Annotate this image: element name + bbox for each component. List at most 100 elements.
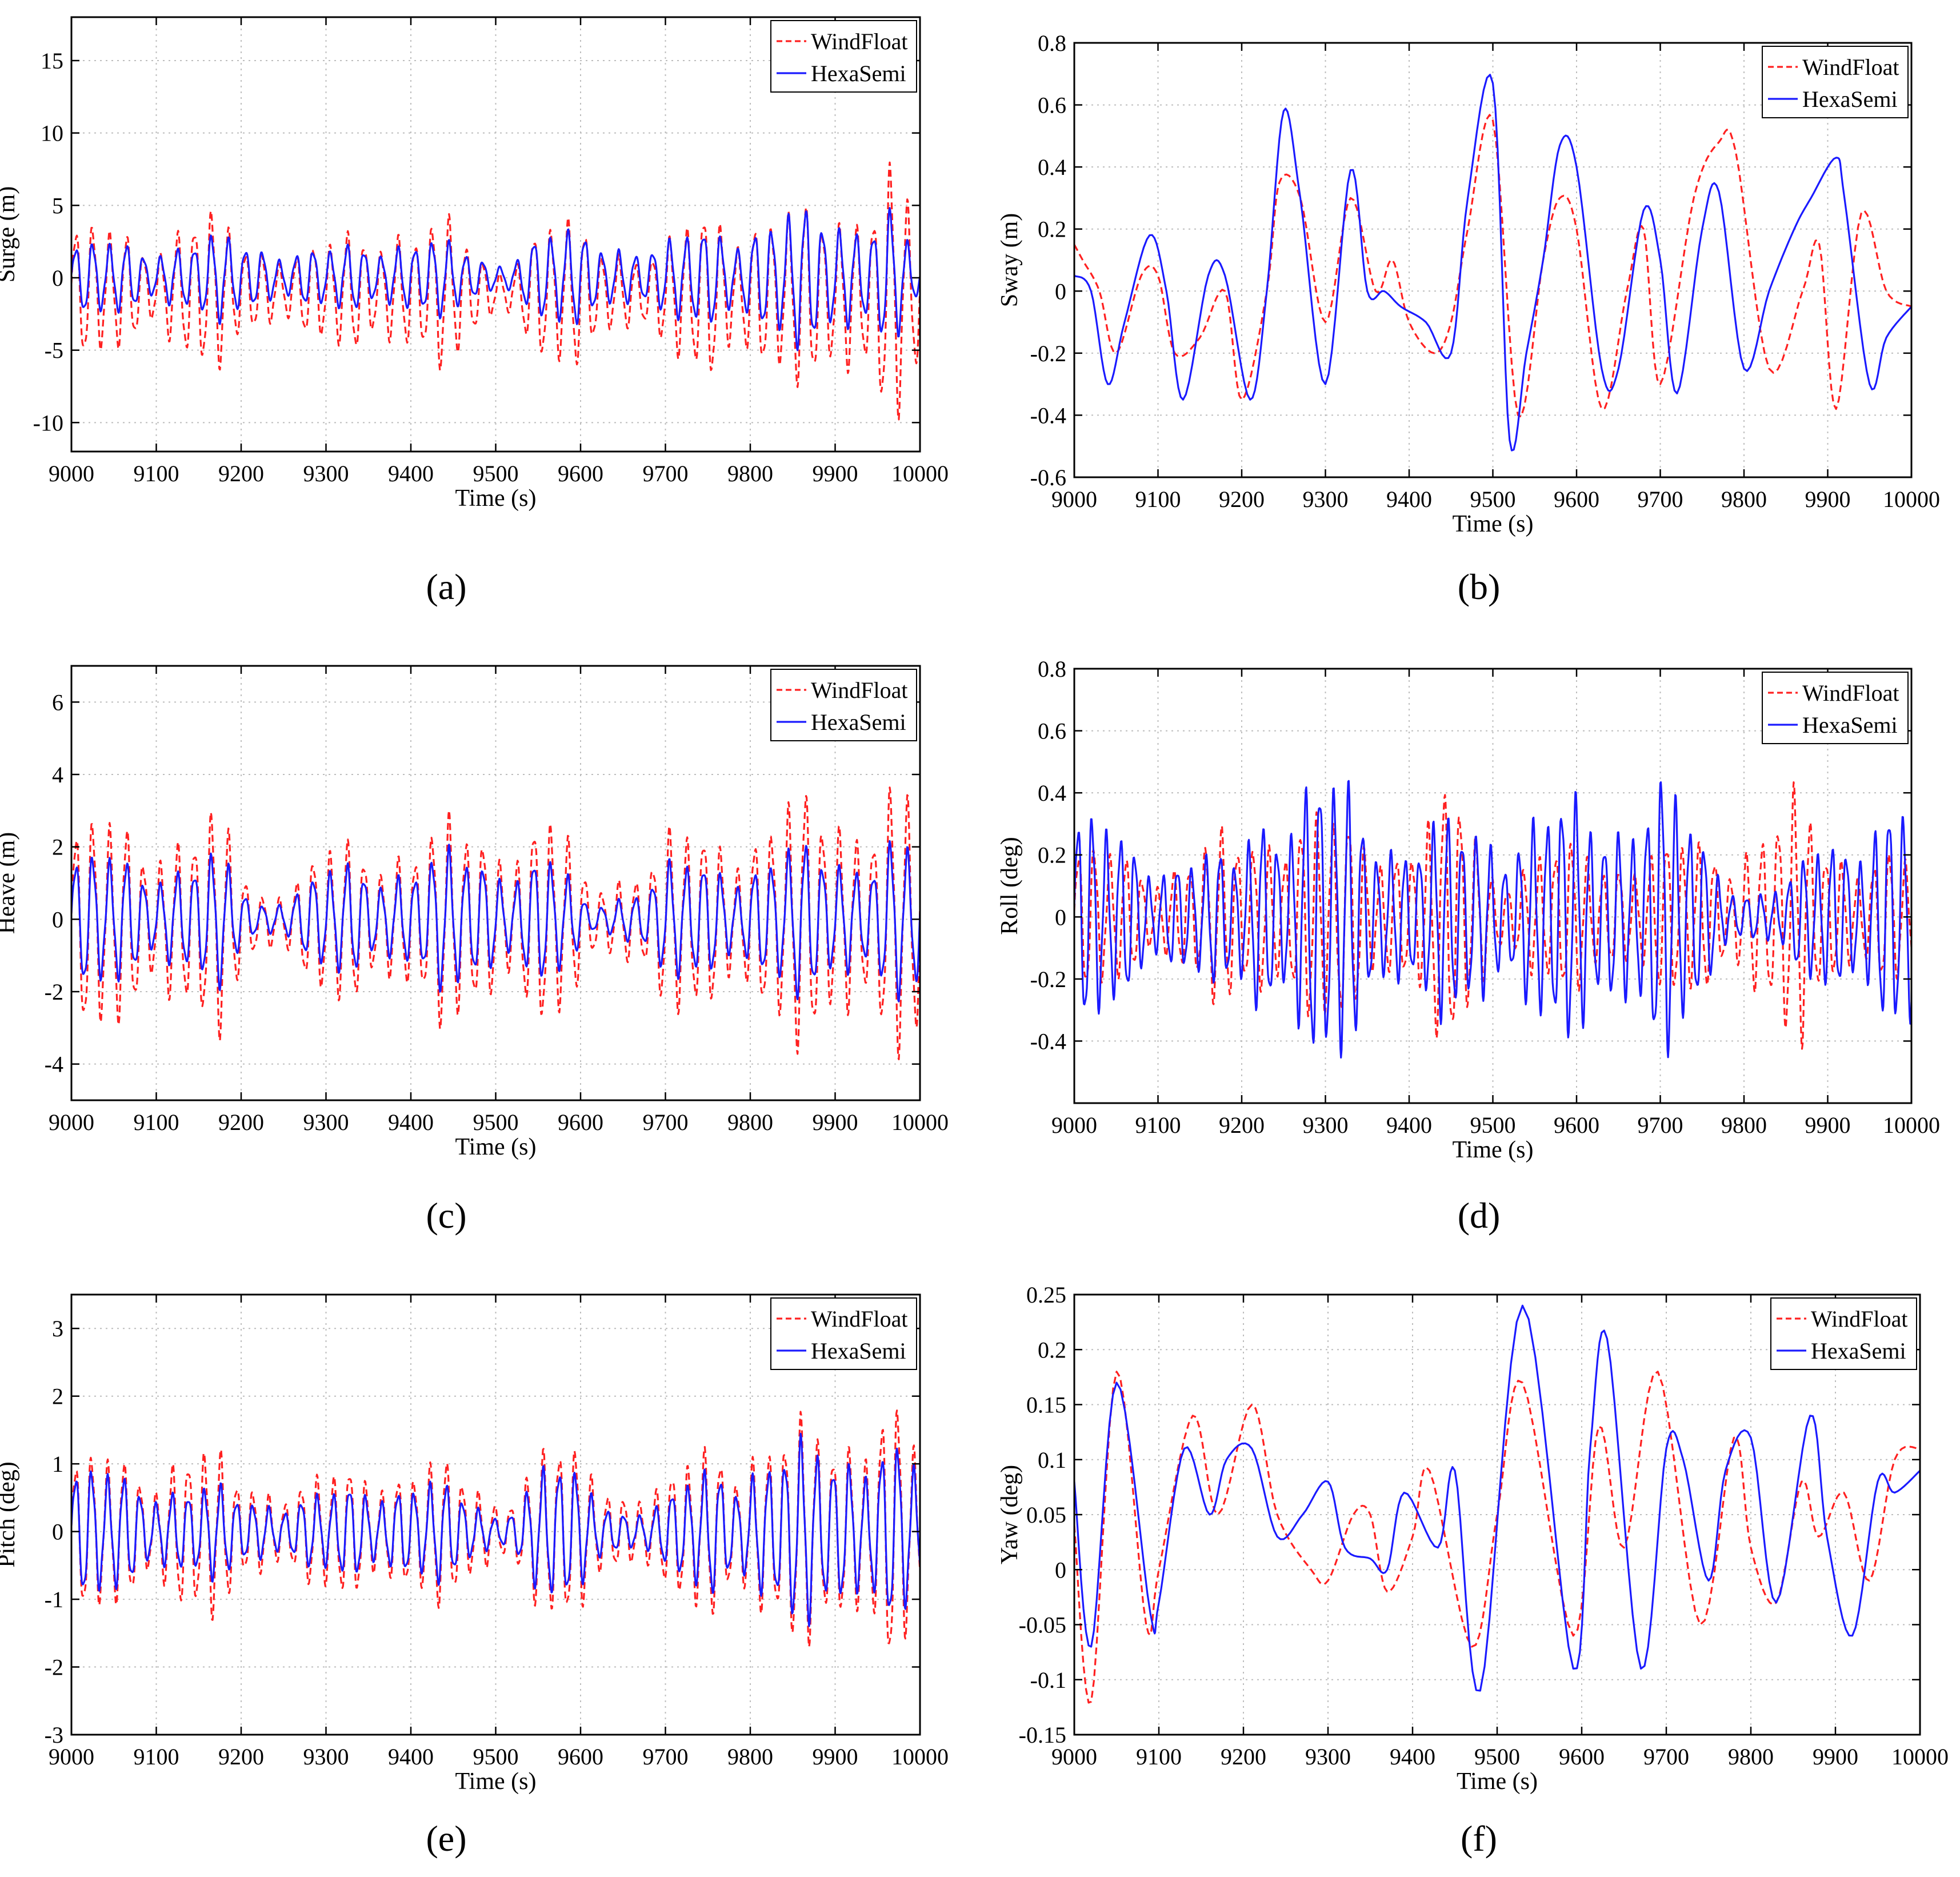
y-axis-label: Pitch (deg) (0, 1461, 20, 1567)
x-tick-label: 10000 (1883, 486, 1940, 512)
x-tick-label: 9200 (218, 1109, 264, 1135)
x-tick-label: 9700 (643, 1744, 689, 1770)
x-tick-label: 9800 (1728, 1744, 1774, 1770)
y-tick-label: -0.4 (1030, 402, 1066, 428)
x-tick-label: 9000 (1051, 1744, 1097, 1770)
x-tick-label: 9500 (473, 461, 519, 486)
chart-b: 9000 9100 9200 9300 9400 9500 9600 9700 9800 9900… (997, 30, 1940, 537)
y-tick-label: 15 (41, 48, 63, 74)
x-tick-label: 9400 (388, 461, 434, 486)
x-tick-label: 9300 (1303, 1112, 1349, 1138)
x-tick-label: 9900 (1805, 486, 1851, 512)
y-tick-label: 0.2 (1038, 1337, 1066, 1363)
legend-label-windfloat: WindFloat (1802, 54, 1899, 80)
panel-label-c: (c) (426, 1195, 467, 1236)
chart-a: 9000 9100 9200 9300 9400 9500 9600 9700 9800 9900… (0, 16, 949, 512)
panel-label-e: (e) (426, 1818, 467, 1859)
x-tick-label: 9200 (1219, 486, 1265, 512)
y-axis-label: Heave (m) (0, 832, 20, 934)
series-windfloat-b (1074, 114, 1911, 418)
y-tick-label: 5 (52, 193, 63, 218)
y-tick-label: 0.15 (1026, 1392, 1066, 1418)
chart-c: 9000 9100 9200 9300 9400 9500 9600 9700 9800 9900… (0, 665, 949, 1160)
y-axis-label: Surge (m) (0, 186, 20, 282)
y-tick-label: 0.6 (1038, 718, 1066, 744)
x-tick-label: 9100 (1135, 486, 1181, 512)
panel-label-b: (b) (1457, 566, 1501, 607)
y-tick-label: -0.15 (1019, 1722, 1066, 1748)
legend-label-hexasemi: HexaSemi (1802, 86, 1898, 112)
y-tick-label: -0.05 (1019, 1612, 1066, 1638)
x-tick-label: 9500 (1474, 1744, 1520, 1770)
x-tick-label: 9500 (1470, 1112, 1516, 1138)
panel-label-d: (d) (1457, 1195, 1501, 1236)
y-tick-label: 0 (1055, 1557, 1066, 1583)
x-tick-label: 9800 (727, 461, 773, 486)
legend: WindFloat HexaSemi (770, 20, 917, 93)
x-tick-label: 9600 (558, 1744, 603, 1770)
legend-label-hexasemi: HexaSemi (1802, 712, 1898, 738)
x-tick-label: 9700 (643, 1109, 689, 1135)
y-tick-label: 2 (52, 834, 63, 860)
y-tick-label: -3 (45, 1722, 63, 1748)
x-tick-label: 9100 (1135, 1112, 1181, 1138)
x-tick-label: 9600 (1554, 486, 1599, 512)
legend-label-windfloat: WindFloat (811, 29, 908, 54)
legend: WindFloat HexaSemi (1762, 46, 1909, 118)
panel-label-a: (a) (426, 566, 467, 607)
x-tick-label: 9000 (49, 461, 94, 486)
x-tick-label: 9400 (388, 1109, 434, 1135)
y-tick-label: 0 (52, 906, 63, 932)
x-axis-label: Time (s) (455, 1134, 537, 1160)
x-axis-label: Time (s) (455, 485, 537, 512)
x-tick-label: 9400 (1390, 1744, 1435, 1770)
chart-f: 9000 9100 9200 9300 9400 9500 9600 9700 9800 9900… (997, 1282, 1949, 1795)
y-axis-label: Roll (deg) (997, 837, 1023, 934)
x-tick-label: 10000 (891, 461, 949, 486)
legend-label-windfloat: WindFloat (811, 677, 908, 703)
legend: WindFloat HexaSemi (770, 669, 917, 741)
x-tick-label: 9300 (303, 1744, 349, 1770)
legend-label-windfloat: WindFloat (811, 1306, 908, 1332)
x-tick-label: 10000 (1883, 1112, 1940, 1138)
x-tick-label: 9800 (1721, 486, 1767, 512)
legend-label-windfloat: WindFloat (1811, 1306, 1908, 1332)
x-tick-label: 9800 (727, 1744, 773, 1770)
x-tick-label: 10000 (1891, 1744, 1949, 1770)
legend-label-hexasemi: HexaSemi (811, 1338, 906, 1364)
y-tick-label: 0.1 (1038, 1447, 1066, 1473)
y-tick-label: 6 (52, 689, 63, 715)
x-tick-label: 9300 (1303, 486, 1349, 512)
y-tick-label: 0 (52, 1519, 63, 1545)
chart-d: 9000 9100 9200 9300 9400 9500 9600 9700 9800 9900… (997, 656, 1940, 1163)
y-tick-label: 0 (1055, 278, 1066, 304)
x-tick-label: 9600 (1554, 1112, 1599, 1138)
x-tick-label: 9100 (134, 461, 179, 486)
y-tick-label: 0.8 (1038, 656, 1066, 682)
x-tick-label: 9500 (473, 1109, 519, 1135)
x-tick-label: 9000 (49, 1109, 94, 1135)
y-tick-label: -0.1 (1030, 1667, 1066, 1693)
x-tick-label: 9800 (1721, 1112, 1767, 1138)
x-tick-label: 9700 (643, 461, 689, 486)
series-hexasemi-c (71, 840, 920, 1003)
y-tick-label: 0.6 (1038, 93, 1066, 118)
y-tick-label: 0.4 (1038, 154, 1066, 180)
y-tick-label: 2 (52, 1384, 63, 1409)
x-tick-label: 9500 (1470, 486, 1516, 512)
y-tick-label: -4 (45, 1052, 63, 1077)
series-windfloat-a (71, 161, 920, 421)
x-tick-label: 9800 (727, 1109, 773, 1135)
x-tick-label: 9400 (388, 1744, 434, 1770)
x-tick-label: 9700 (1638, 486, 1683, 512)
y-tick-label: -0.2 (1030, 967, 1066, 992)
x-tick-label: 9300 (303, 461, 349, 486)
x-axis-label: Time (s) (455, 1768, 537, 1795)
y-tick-label: -10 (33, 410, 63, 436)
legend-label-hexasemi: HexaSemi (811, 61, 906, 86)
x-tick-label: 9300 (303, 1109, 349, 1135)
y-axis-label: Sway (m) (997, 213, 1023, 307)
x-tick-label: 9400 (1386, 486, 1432, 512)
x-tick-label: 9900 (813, 1744, 858, 1770)
